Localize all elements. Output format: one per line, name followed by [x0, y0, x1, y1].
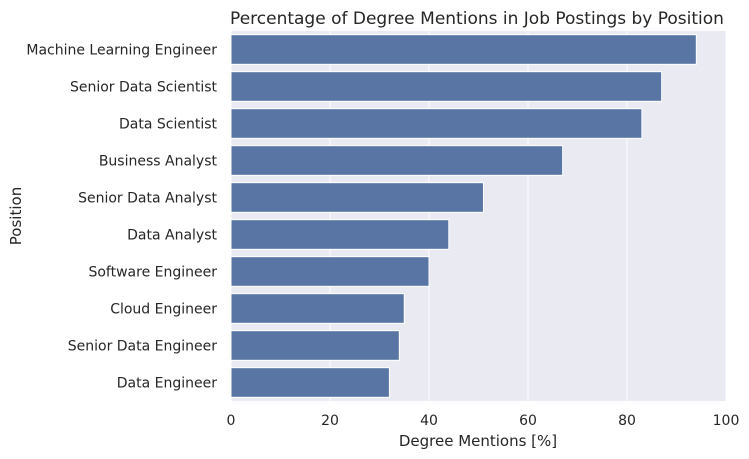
y-tick-label: Senior Data Engineer — [68, 339, 218, 355]
y-tick-label: Data Analyst — [127, 228, 217, 244]
x-tick-label: 20 — [321, 413, 339, 429]
y-tick-label: Data Scientist — [119, 117, 218, 133]
y-tick-label: Business Analyst — [99, 154, 218, 170]
bars — [230, 34, 697, 398]
bar — [230, 34, 697, 65]
x-axis-label: Degree Mentions [%] — [399, 432, 557, 450]
x-tick-labels: 0 20 40 60 80 100 — [227, 413, 740, 429]
bar — [230, 182, 484, 213]
y-axis-label: Position — [7, 187, 25, 245]
y-tick-label: Machine Learning Engineer — [26, 43, 217, 59]
y-tick-labels: Machine Learning Engineer Senior Data Sci… — [26, 43, 217, 392]
x-tick-label: 60 — [519, 413, 537, 429]
x-tick-label: 40 — [420, 413, 438, 429]
bar — [230, 145, 564, 176]
bar — [230, 71, 663, 102]
y-tick-label: Data Engineer — [117, 376, 217, 392]
bar — [230, 108, 643, 139]
x-tick-label: 0 — [227, 413, 236, 429]
bar — [230, 256, 430, 287]
y-tick-label: Senior Data Scientist — [70, 80, 218, 96]
x-tick-label: 80 — [618, 413, 636, 429]
y-tick-label: Senior Data Analyst — [78, 191, 217, 207]
chart-title: Percentage of Degree Mentions in Job Pos… — [230, 9, 724, 29]
x-tick-label: 100 — [713, 413, 740, 429]
y-tick-label: Cloud Engineer — [110, 302, 217, 318]
y-tick-label: Software Engineer — [88, 265, 217, 281]
bar — [230, 330, 400, 361]
bar — [230, 367, 390, 398]
bar — [230, 219, 450, 250]
bar — [230, 293, 405, 324]
